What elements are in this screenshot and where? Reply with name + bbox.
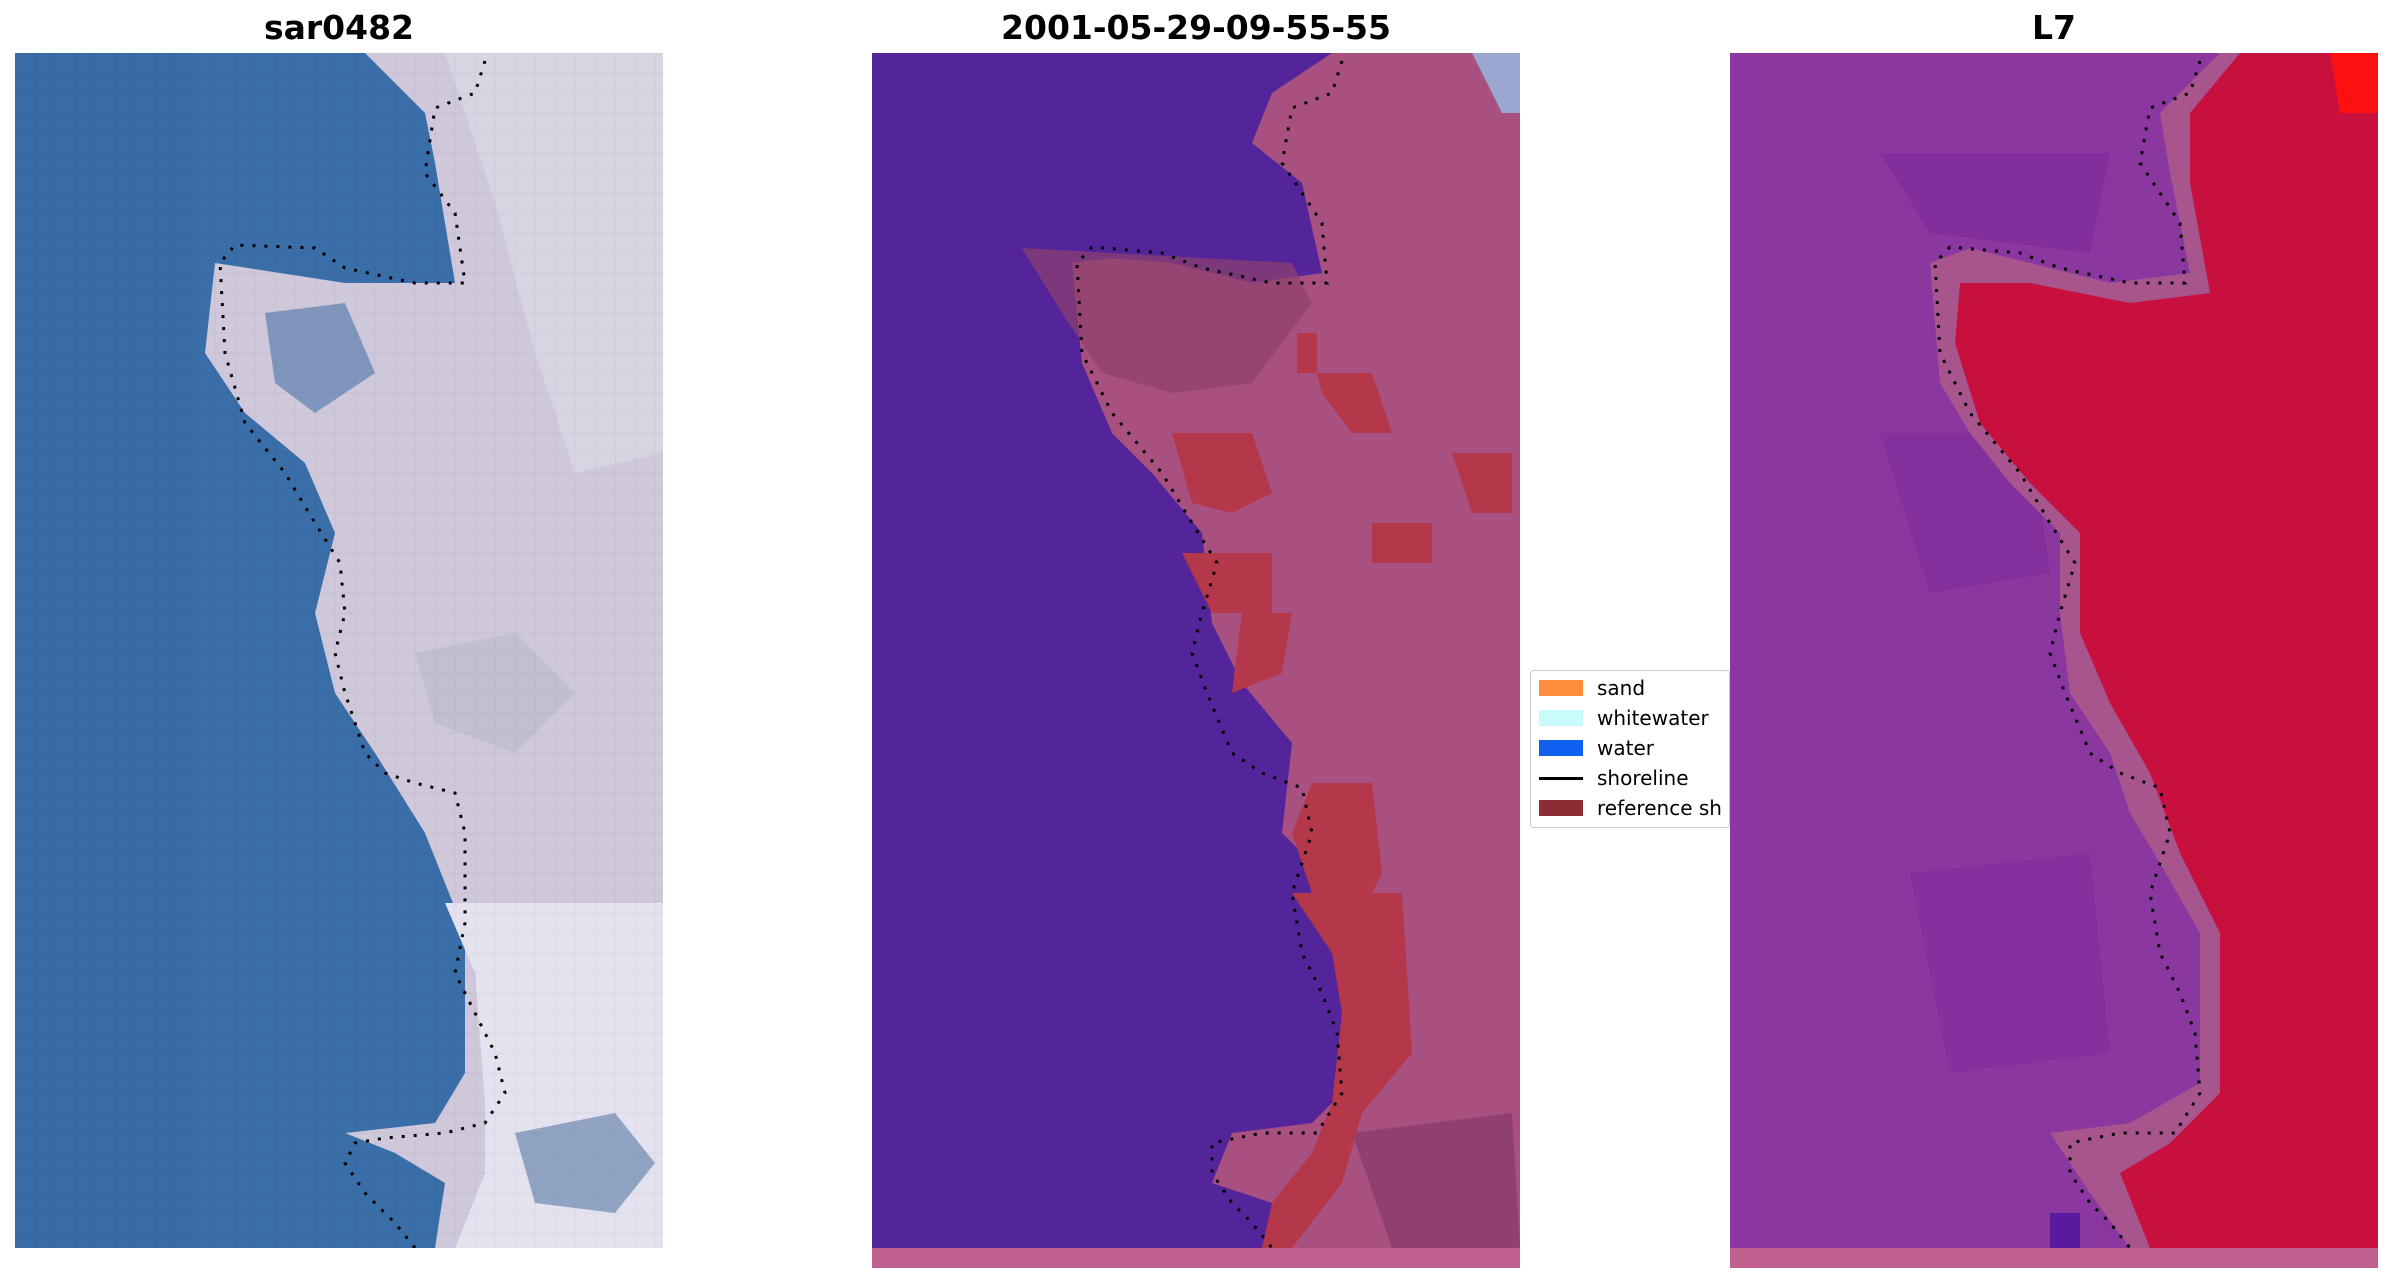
legend-label-reference-shoreline: reference sh <box>1597 796 1722 820</box>
legend-swatch-shoreline <box>1539 776 1583 780</box>
legend-item-water: water <box>1539 736 1654 760</box>
legend-label-sand: sand <box>1597 676 1646 700</box>
rgb-image <box>15 53 663 1248</box>
shoreline-line <box>1933 60 2202 1249</box>
legend-item-shoreline: shoreline <box>1539 766 1689 790</box>
index-image <box>1730 53 2378 1268</box>
panel-title-rgb: sar0482 <box>263 8 415 47</box>
legend-swatch-reference-shoreline <box>1539 800 1583 816</box>
panel-title-index: L7 <box>2032 8 2076 47</box>
shoreline-line <box>1075 60 1344 1249</box>
classified-image-panel <box>872 53 1520 1268</box>
legend-item-sand: sand <box>1539 676 1645 700</box>
legend-label-water: water <box>1597 736 1654 760</box>
panel-title-classified: 2001-05-29-09-55-55 <box>1001 8 1391 47</box>
shoreline-line <box>218 60 507 1248</box>
index-image-panel <box>1730 53 2378 1268</box>
legend-swatch-sand <box>1539 680 1583 696</box>
rgb-image-panel <box>15 53 663 1248</box>
legend-item-whitewater: whitewater <box>1539 706 1709 730</box>
legend-swatch-whitewater <box>1539 710 1583 726</box>
legend-label-whitewater: whitewater <box>1597 706 1709 730</box>
reference-shoreline-regions <box>1172 333 1512 1248</box>
legend-swatch-water <box>1539 740 1583 756</box>
legend-item-reference-shoreline: reference sh <box>1539 796 1722 820</box>
legend: sand whitewater water shoreline referenc… <box>1530 670 1730 828</box>
classified-image <box>872 53 1520 1268</box>
legend-label-shoreline: shoreline <box>1597 766 1689 790</box>
